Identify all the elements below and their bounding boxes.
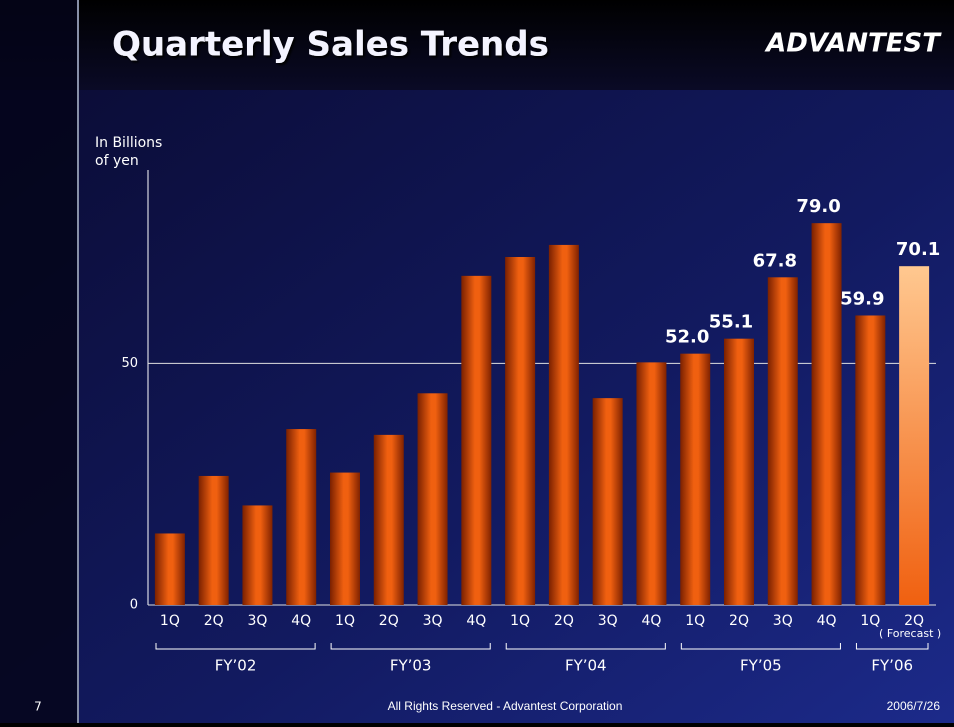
bar bbox=[548, 244, 579, 605]
x-tick-label: 3Q bbox=[247, 613, 267, 629]
group-bracket bbox=[855, 643, 929, 650]
y-axis-label: of yen bbox=[95, 153, 139, 169]
x-tick-label: 3Q bbox=[598, 613, 618, 629]
forecast-note: ( Forecast ) bbox=[879, 627, 941, 640]
x-tick-label: 3Q bbox=[773, 613, 793, 629]
x-tick-label: 1Q bbox=[685, 613, 705, 629]
group-bracket bbox=[155, 643, 316, 650]
bar bbox=[154, 533, 185, 605]
x-tick-label: 1Q bbox=[335, 613, 355, 629]
bar bbox=[286, 429, 317, 605]
group-label: FY’04 bbox=[565, 657, 607, 675]
bar bbox=[330, 472, 360, 605]
bar bbox=[767, 277, 798, 605]
x-tick-label: 4Q bbox=[817, 613, 837, 629]
bar bbox=[899, 266, 930, 605]
group-label: FY’05 bbox=[740, 657, 782, 675]
bar bbox=[373, 434, 404, 605]
x-tick-label: 3Q bbox=[423, 613, 443, 629]
x-tick-label: 2Q bbox=[554, 613, 574, 629]
value-label: 59.9 bbox=[840, 288, 884, 309]
bar bbox=[636, 362, 667, 605]
value-label: 70.1 bbox=[896, 239, 940, 260]
x-tick-label: 4Q bbox=[291, 613, 311, 629]
bar bbox=[724, 338, 754, 605]
bar bbox=[811, 223, 842, 605]
x-tick-label: 2Q bbox=[379, 613, 399, 629]
value-label: 55.1 bbox=[709, 312, 753, 333]
copyright: All Rights Reserved - Advantest Corporat… bbox=[388, 699, 623, 713]
group-label: FY’02 bbox=[215, 657, 257, 675]
value-label: 79.0 bbox=[796, 196, 840, 217]
bar bbox=[505, 257, 536, 605]
header-band bbox=[0, 0, 954, 90]
bar bbox=[417, 393, 448, 605]
y-axis-label: In Billions bbox=[95, 135, 162, 151]
side-strip bbox=[0, 0, 78, 723]
x-tick-label: 1Q bbox=[510, 613, 530, 629]
x-tick-label: 1Q bbox=[160, 613, 180, 629]
title: Quarterly Sales Trends bbox=[112, 25, 549, 65]
date: 2006/7/26 bbox=[887, 699, 941, 713]
value-label: 52.0 bbox=[665, 327, 709, 348]
bar bbox=[461, 275, 492, 605]
group-bracket bbox=[680, 643, 841, 650]
group-label: FY’06 bbox=[871, 657, 913, 675]
value-label: 67.8 bbox=[753, 250, 797, 271]
y-tick-label: 50 bbox=[121, 356, 138, 371]
group-bracket bbox=[505, 643, 666, 650]
y-tick-label: 0 bbox=[130, 598, 138, 613]
x-tick-label: 2Q bbox=[729, 613, 749, 629]
group-label: FY’03 bbox=[390, 657, 432, 675]
bar bbox=[198, 475, 229, 605]
x-tick-label: 2Q bbox=[904, 613, 924, 629]
bar bbox=[242, 505, 273, 605]
group-bracket bbox=[330, 643, 491, 650]
x-tick-label: 4Q bbox=[641, 613, 661, 629]
x-tick-label: 1Q bbox=[860, 613, 880, 629]
logo: ADVANTEST bbox=[764, 29, 942, 59]
x-tick-label: 2Q bbox=[204, 613, 224, 629]
page-number: 7 bbox=[34, 700, 42, 714]
bar bbox=[680, 353, 711, 605]
bar bbox=[592, 398, 623, 605]
x-tick-label: 4Q bbox=[466, 613, 486, 629]
bar bbox=[855, 315, 886, 605]
